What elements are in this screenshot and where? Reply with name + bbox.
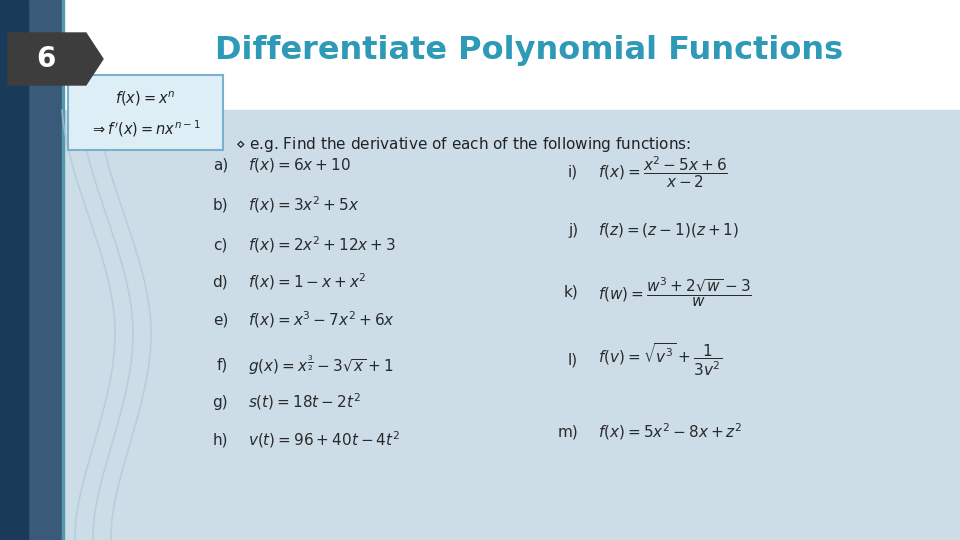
Text: $f(v) = \sqrt{v^3} + \dfrac{1}{3v^2}$: $f(v) = \sqrt{v^3} + \dfrac{1}{3v^2}$ [598,342,722,379]
Text: $f(x) = \dfrac{x^2-5x+6}{x-2}$: $f(x) = \dfrac{x^2-5x+6}{x-2}$ [598,154,728,190]
Text: d): d) [212,274,228,289]
Polygon shape [8,33,103,85]
Text: $g(x) = x^{\frac{3}{2}} - 3\sqrt{x} + 1$: $g(x) = x^{\frac{3}{2}} - 3\sqrt{x} + 1$ [248,353,394,377]
Bar [62,0,64,540]
Text: g): g) [212,395,228,409]
Text: e): e) [212,313,228,327]
Bar [0,110,960,540]
Bar [68,75,223,150]
Text: $s(t) = 18t - 2t^2$: $s(t) = 18t - 2t^2$ [248,392,361,413]
Text: j): j) [568,222,578,238]
Text: m): m) [557,424,578,440]
Text: c): c) [214,238,228,253]
Text: $f(w) = \dfrac{w^3+2\sqrt{w}-3}{w}$: $f(w) = \dfrac{w^3+2\sqrt{w}-3}{w}$ [598,275,752,309]
Text: 6: 6 [36,45,56,73]
Text: $f(x) = 5x^2 - 8x + z^2$: $f(x) = 5x^2 - 8x + z^2$ [598,422,742,442]
Text: b): b) [212,198,228,213]
Bar [0,0,28,540]
Text: $f(x) = x^3 - 7x^2 + 6x$: $f(x) = x^3 - 7x^2 + 6x$ [248,309,395,330]
Text: i): i) [568,165,578,179]
Text: $\diamond$ e.g. Find the derivative of each of the following functions:: $\diamond$ e.g. Find the derivative of e… [235,136,691,154]
Text: l): l) [568,353,578,368]
Text: $\Rightarrow f'(x) = nx^{n-1}$: $\Rightarrow f'(x) = nx^{n-1}$ [90,119,201,139]
Text: f): f) [217,357,228,373]
Text: $v(t) = 96 + 40t - 4t^2$: $v(t) = 96 + 40t - 4t^2$ [248,430,400,450]
Text: h): h) [212,433,228,448]
Bar [0,0,960,110]
Text: $f(z) = (z - 1)(z + 1)$: $f(z) = (z - 1)(z + 1)$ [598,221,739,239]
Text: a): a) [213,158,228,172]
Text: $f(x) = 3x^2 + 5x$: $f(x) = 3x^2 + 5x$ [248,194,359,215]
Text: k): k) [564,285,578,300]
Text: Differentiate Polynomial Functions: Differentiate Polynomial Functions [215,35,843,65]
Text: $f(x) = 6x + 10$: $f(x) = 6x + 10$ [248,156,350,174]
Bar [0,0,62,540]
Text: $f(x) = 1 - x + x^2$: $f(x) = 1 - x + x^2$ [248,272,367,292]
Text: $f(x) = 2x^2 + 12x + 3$: $f(x) = 2x^2 + 12x + 3$ [248,235,396,255]
Text: $f(x) = x^{n}$: $f(x) = x^{n}$ [115,90,176,109]
